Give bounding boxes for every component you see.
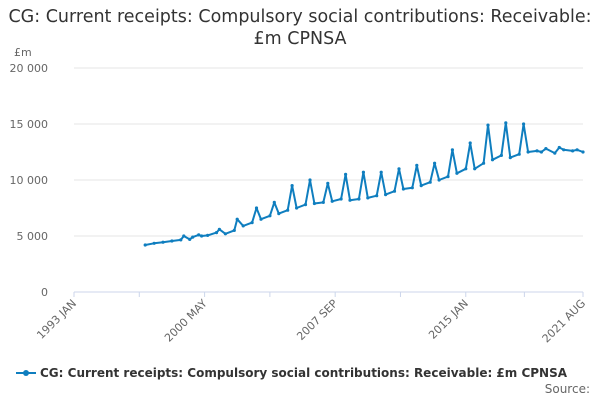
data-point [321, 200, 325, 204]
data-point [197, 233, 201, 237]
data-point [235, 217, 239, 221]
data-point [410, 186, 414, 190]
series-line [145, 121, 584, 246]
data-point [437, 178, 441, 182]
data-point [464, 167, 468, 171]
data-point [290, 184, 294, 188]
data-point [544, 147, 548, 151]
y-tick-label: 15 000 [10, 118, 49, 131]
data-point [330, 199, 334, 203]
data-point [241, 224, 245, 228]
data-point [384, 193, 388, 197]
x-tick-label: 2021 AUG [540, 297, 589, 346]
chart-title: CG: Current receipts: Compulsory social … [8, 7, 592, 49]
data-point [308, 178, 312, 182]
data-point [504, 121, 508, 125]
y-axis-ticks: 0 5 000 10 000 15 000 20 000 [10, 62, 49, 299]
data-point [392, 189, 397, 193]
data-point [553, 151, 557, 155]
y-tick-label: 20 000 [10, 62, 49, 75]
data-point [557, 145, 561, 150]
x-axis-ticks: 1993 JAN 2000 MAY 2007 SEP 2015 JAN 2021 AUG [34, 292, 588, 345]
data-point [379, 170, 383, 174]
data-point [272, 200, 276, 204]
data-point [366, 196, 370, 200]
series-group [143, 121, 585, 247]
data-point [254, 206, 259, 210]
data-point [143, 243, 147, 247]
data-point [250, 221, 254, 225]
data-point [326, 181, 330, 185]
data-point [375, 194, 379, 198]
data-point [419, 184, 423, 188]
data-point [357, 197, 361, 201]
data-point [344, 172, 348, 176]
data-point [517, 152, 521, 156]
data-point [575, 148, 579, 152]
data-point [206, 233, 210, 237]
data-point [191, 235, 195, 239]
data-point [303, 203, 308, 207]
data-point [482, 161, 486, 165]
data-point [539, 150, 544, 154]
data-point [217, 227, 221, 231]
data-point [526, 150, 530, 154]
data-point [348, 198, 352, 202]
data-point [508, 156, 512, 160]
gridlines [74, 67, 583, 237]
legend-label: CG: Current receipts: Compulsory social … [40, 366, 568, 380]
data-point [499, 153, 503, 157]
y-tick-label: 5 000 [17, 230, 49, 243]
data-point [295, 206, 299, 210]
data-point [182, 234, 186, 238]
data-point [562, 148, 566, 152]
source-label: Source: [544, 382, 590, 396]
data-point [473, 167, 477, 171]
x-tick-label: 2007 SEP [294, 297, 340, 343]
data-point [450, 148, 454, 152]
y-tick-label: 0 [41, 286, 48, 299]
data-point [490, 158, 495, 162]
data-point [428, 180, 432, 184]
data-point [179, 238, 183, 242]
data-point [486, 123, 490, 127]
data-point [446, 175, 450, 179]
data-point [188, 237, 192, 241]
data-point [433, 161, 437, 165]
data-point [277, 212, 281, 216]
data-point [401, 187, 405, 191]
data-point [535, 149, 539, 153]
x-tick-label: 2015 JAN [426, 297, 471, 342]
data-point [214, 231, 219, 235]
data-point [259, 217, 263, 221]
data-point [286, 208, 290, 212]
data-point [571, 149, 575, 153]
data-point [581, 150, 585, 154]
data-point [468, 141, 472, 145]
x-tick-label: 2000 MAY [162, 297, 210, 345]
data-point [152, 241, 156, 245]
data-point [232, 228, 236, 232]
data-point [361, 170, 365, 174]
data-point [339, 197, 343, 201]
y-axis-unit-label: £m [14, 46, 32, 59]
data-point [455, 171, 459, 175]
data-point [415, 163, 419, 167]
data-point [522, 122, 526, 126]
legend[interactable]: CG: Current receipts: Compulsory social … [16, 366, 567, 380]
data-point [170, 239, 174, 243]
y-tick-label: 10 000 [10, 174, 49, 187]
legend-swatch-icon [16, 366, 36, 380]
data-point [161, 240, 165, 244]
data-point [223, 232, 227, 236]
data-point [268, 214, 272, 218]
x-tick-label: 1993 JAN [34, 297, 79, 342]
data-point [312, 201, 316, 206]
data-point [397, 167, 401, 171]
data-point [200, 234, 204, 238]
